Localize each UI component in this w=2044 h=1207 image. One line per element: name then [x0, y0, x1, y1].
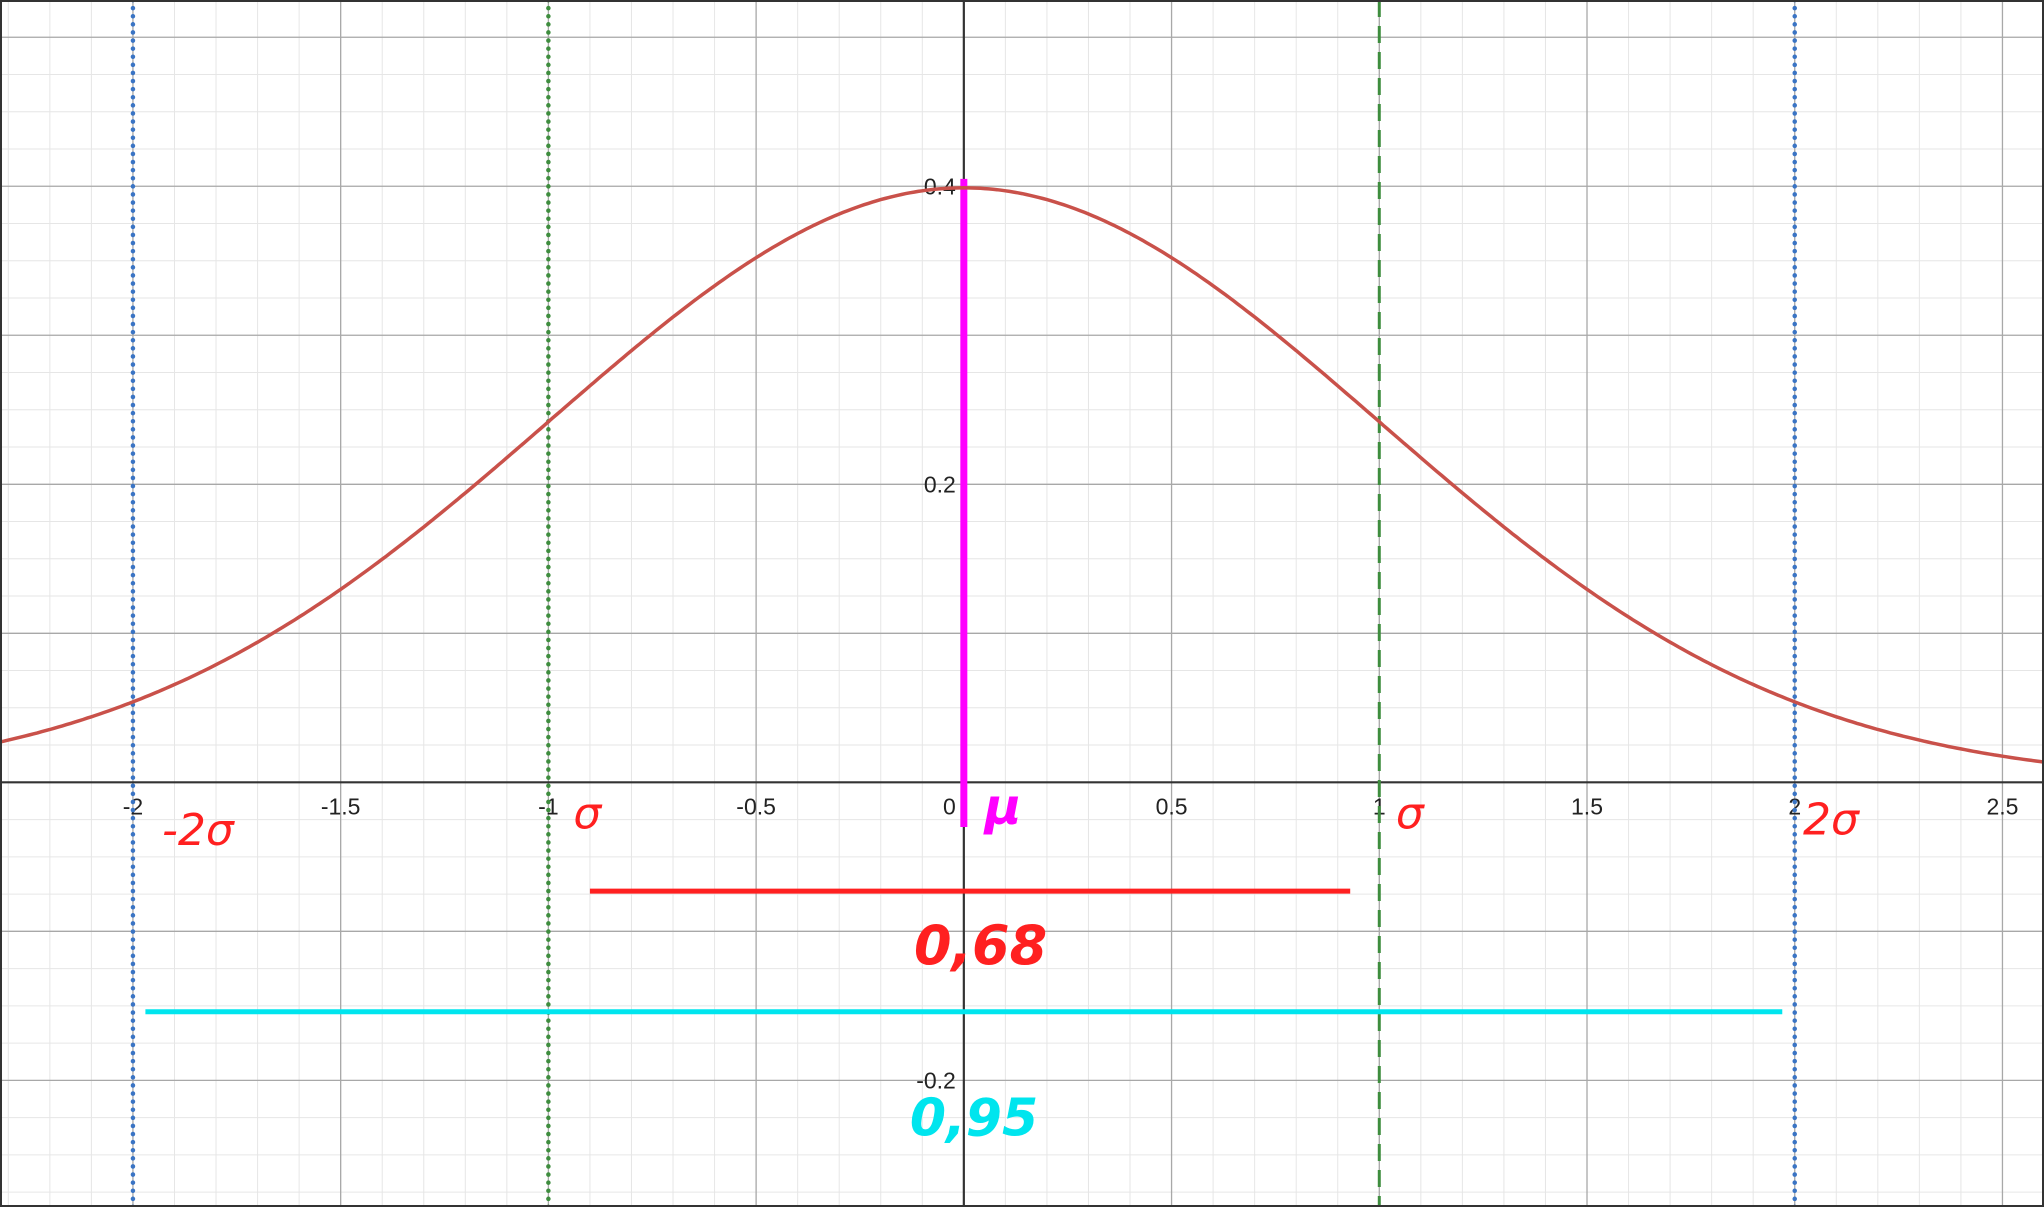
y-tick-label: -0.2 — [916, 1067, 956, 1093]
sigma-annotation: -2σ — [162, 805, 235, 856]
sigma-annotation: 2σ — [1803, 794, 1860, 845]
probability-label: 0,68 — [914, 914, 1047, 977]
x-tick-label: 2.5 — [1986, 793, 2018, 819]
sigma-annotation: μ — [983, 778, 1022, 836]
normal-density-curve — [0, 186, 2044, 764]
density-curve-group — [0, 186, 2044, 764]
probability-label: 0,95 — [910, 1088, 1038, 1148]
sigma-annotation: σ — [1396, 789, 1425, 840]
x-tick-label: -2 — [123, 793, 143, 819]
reference-lines — [130, 0, 1797, 1207]
y-tick-label: 0.4 — [924, 173, 956, 199]
x-tick-label: 0 — [943, 793, 956, 819]
handwritten-annotations: -2σ σ μ σ 2σ 0,68 0,95 — [145, 778, 1860, 1148]
x-tick-label: -0.5 — [736, 793, 776, 819]
x-tick-label: 0.5 — [1156, 793, 1188, 819]
tick-labels: -2-1.5-1-0.500.511.522.5-0.20.20.4 — [123, 173, 2019, 1093]
x-tick-label: 1.5 — [1571, 793, 1603, 819]
x-tick-label: -1.5 — [321, 793, 361, 819]
x-tick-label: 2 — [1788, 793, 1801, 819]
y-tick-label: 0.2 — [924, 471, 956, 497]
sigma-annotation: σ — [573, 789, 602, 840]
x-tick-label: -1 — [538, 793, 558, 819]
